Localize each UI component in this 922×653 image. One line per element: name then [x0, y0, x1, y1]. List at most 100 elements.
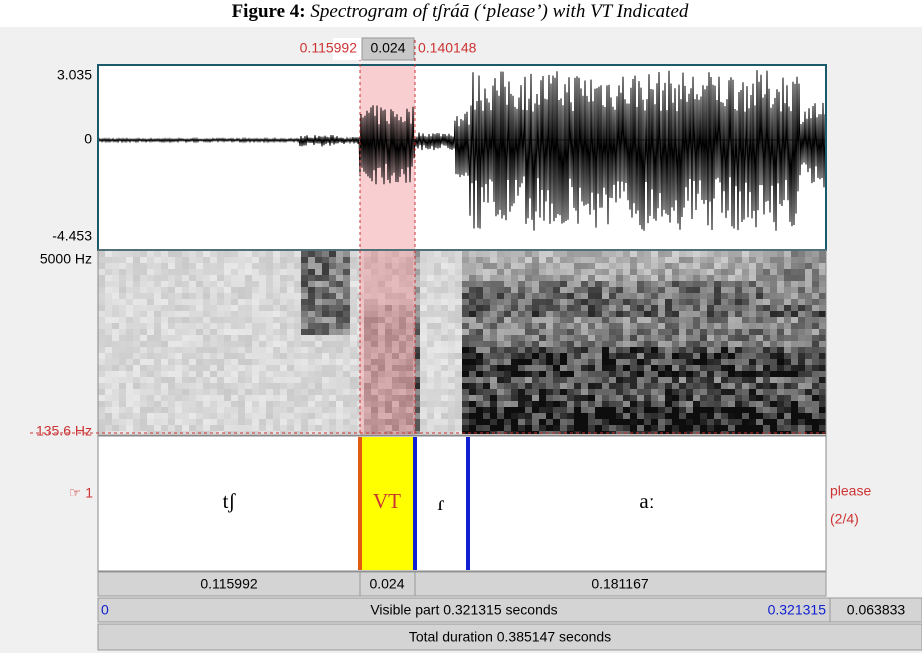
- tier-index: (2/4): [830, 511, 859, 527]
- spectrogram-cell: [707, 383, 714, 389]
- spectrogram-cell: [742, 383, 749, 389]
- spectrogram-cell: [630, 299, 637, 305]
- spectrogram-cell: [630, 305, 637, 311]
- spectrogram-cell: [721, 383, 728, 389]
- spectrogram-cell: [161, 425, 168, 431]
- spectrogram-cell: [469, 347, 476, 353]
- spectrogram-cell: [231, 413, 238, 419]
- spectrogram-cell: [791, 365, 798, 371]
- spectrogram-cell: [609, 293, 616, 299]
- spectrogram-cell: [210, 359, 217, 365]
- spectrogram-cell: [805, 365, 812, 371]
- spectrogram-cell: [245, 407, 252, 413]
- interval-label: VT: [373, 489, 401, 513]
- spectrogram-cell: [287, 419, 294, 425]
- spectrogram-cell: [693, 341, 700, 347]
- spectrogram-cell: [231, 251, 238, 257]
- spectrogram-cell: [595, 383, 602, 389]
- spectrogram-cell: [98, 323, 105, 329]
- spectrogram-cell: [217, 389, 224, 395]
- spectrogram-cell: [616, 395, 623, 401]
- spectrogram-cell: [217, 269, 224, 275]
- spectrogram-cell: [448, 275, 455, 281]
- spectrogram-cell: [350, 257, 357, 263]
- spectrogram-cell: [658, 347, 665, 353]
- spectrogram-cell: [756, 275, 763, 281]
- spectrogram-cell: [154, 317, 161, 323]
- spectrogram-cell: [665, 395, 672, 401]
- spectrogram-cell: [609, 275, 616, 281]
- spectrogram-cell: [742, 341, 749, 347]
- spectrogram-cell: [336, 347, 343, 353]
- spectrogram-cell: [98, 311, 105, 317]
- spectrogram-cell: [294, 269, 301, 275]
- spectrogram-cell: [686, 419, 693, 425]
- spectrogram-cell: [644, 251, 651, 257]
- tier-number[interactable]: ☞ 1: [69, 485, 93, 501]
- spectrogram-cell: [266, 305, 273, 311]
- spectrogram-cell: [819, 263, 826, 269]
- spectrogram-cell: [637, 257, 644, 263]
- spectrogram-cell: [735, 275, 742, 281]
- spectrogram-cell: [231, 257, 238, 263]
- spectrogram-cell: [735, 293, 742, 299]
- spectrogram-cell: [490, 311, 497, 317]
- spectrogram-cell: [700, 377, 707, 383]
- spectrogram-cell: [749, 311, 756, 317]
- spectrogram-cell: [252, 365, 259, 371]
- spectrogram-cell: [105, 329, 112, 335]
- spectrogram-cell: [119, 269, 126, 275]
- spectrogram-cell: [693, 365, 700, 371]
- spectrogram-cell: [588, 413, 595, 419]
- interval-label: aː: [639, 489, 654, 513]
- spectrogram-cell: [721, 359, 728, 365]
- spectrogram-cell: [602, 389, 609, 395]
- spectrogram-cell: [301, 347, 308, 353]
- spectrogram-cell: [539, 329, 546, 335]
- spectrogram-cell: [343, 413, 350, 419]
- spectrogram-cell: [217, 299, 224, 305]
- spectrogram-cell: [119, 419, 126, 425]
- spectrogram-cell: [497, 395, 504, 401]
- spectrogram-cell: [581, 371, 588, 377]
- spectrogram-cell: [203, 311, 210, 317]
- spectrogram-cell: [497, 389, 504, 395]
- spectrogram-cell: [749, 335, 756, 341]
- spectrogram-cell: [588, 401, 595, 407]
- spectrogram-cell: [560, 293, 567, 299]
- spectrogram-cell: [819, 377, 826, 383]
- spectrogram-cell: [161, 293, 168, 299]
- spectrogram-cell: [700, 347, 707, 353]
- spectrogram-cell: [112, 365, 119, 371]
- spectrogram-cell: [329, 419, 336, 425]
- spectrogram-cell: [287, 329, 294, 335]
- spectrogram-cell: [343, 263, 350, 269]
- spectrogram-cell: [651, 287, 658, 293]
- spectrogram-cell: [329, 251, 336, 257]
- spectrogram-cell: [259, 287, 266, 293]
- spectrogram-cell: [350, 395, 357, 401]
- spectrogram-cell: [644, 371, 651, 377]
- spectrogram-cell: [315, 287, 322, 293]
- spectrogram-cell: [546, 269, 553, 275]
- spectrogram-cell: [154, 257, 161, 263]
- spectrogram-cell: [672, 317, 679, 323]
- spectrogram-cell: [140, 353, 147, 359]
- spectrogram-cell: [238, 275, 245, 281]
- spectrogram-cell: [161, 311, 168, 317]
- spectrogram-cell: [805, 275, 812, 281]
- spectrogram-cell: [203, 257, 210, 263]
- spectrogram-cell: [245, 251, 252, 257]
- spectrogram-cell: [448, 401, 455, 407]
- spectrogram-cell: [168, 323, 175, 329]
- spectrogram-cell: [189, 347, 196, 353]
- spectrogram-cell: [742, 263, 749, 269]
- spectrogram-cell: [203, 263, 210, 269]
- spectrogram-cell: [574, 323, 581, 329]
- spectrogram-cell: [686, 311, 693, 317]
- spectrogram-cell: [161, 407, 168, 413]
- spectrogram-cell: [518, 281, 525, 287]
- spectrogram-cell: [637, 425, 644, 431]
- spectrogram-cell: [553, 347, 560, 353]
- spectrogram-cell: [182, 263, 189, 269]
